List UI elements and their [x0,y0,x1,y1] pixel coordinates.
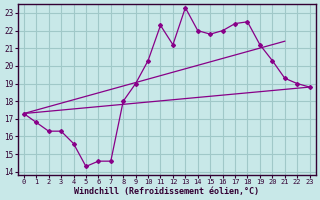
X-axis label: Windchill (Refroidissement éolien,°C): Windchill (Refroidissement éolien,°C) [74,187,259,196]
